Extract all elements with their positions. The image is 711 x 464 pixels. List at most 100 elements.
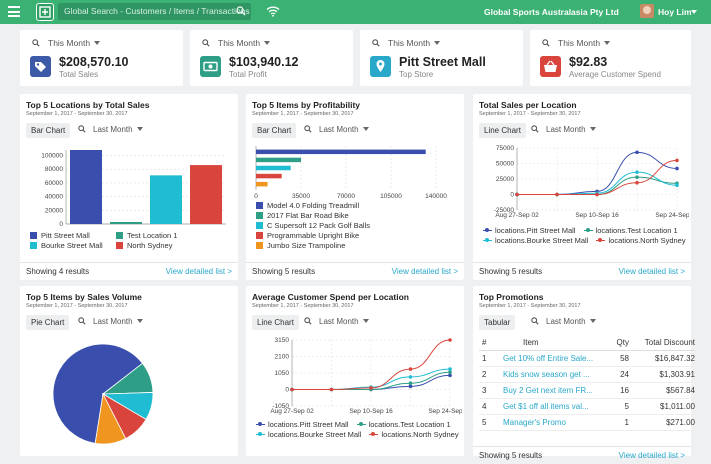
y-tick-label: 0 [59, 221, 63, 228]
y-tick-label: -1050 [272, 403, 289, 410]
y-tick-label: 75000 [496, 145, 514, 152]
legend-item: C Supersoft 12 Pack Golf Balls [256, 221, 370, 231]
total-discount: $1,303.91 [629, 366, 695, 383]
data-point [675, 158, 679, 163]
search-icon[interactable] [236, 6, 246, 16]
items-volume-pie-chart [52, 343, 154, 445]
data-point [635, 175, 639, 179]
panel-items-volume: Top 5 Items by Sales Volume September 1,… [20, 286, 238, 456]
search-icon [531, 317, 539, 325]
table-row[interactable]: 5 Manager's Promo 1 $271.00 [479, 414, 695, 431]
period-label: This Month [218, 38, 261, 48]
promotions-table: # Item Qty Total Discount 1 Get 10% off E… [479, 336, 695, 431]
app-logo-icon[interactable] [36, 3, 54, 21]
y-tick-label: 25000 [496, 176, 514, 183]
promotion-name[interactable]: Get 10% off Entire Sale... [495, 350, 614, 367]
x-tick-label: Aug 27-Sep 02 [270, 408, 314, 415]
legend-item: Jumbo Size Trampoline [256, 241, 370, 251]
column-header[interactable]: Item [495, 336, 614, 351]
chart-type-select[interactable]: Pie Chart [26, 315, 70, 330]
column-header[interactable]: # [479, 336, 495, 351]
panel-date-range: September 1, 2017 - September 30, 2017 [479, 303, 581, 309]
search-icon [372, 39, 380, 47]
y-tick-label: -25000 [494, 207, 515, 214]
data-point [448, 367, 452, 371]
table-row[interactable]: 1 Get 10% off Entire Sale... 58 $16,847.32 [479, 350, 695, 367]
period-filter[interactable]: This Month [32, 38, 101, 48]
y-tick-label: 40000 [45, 194, 63, 201]
chart-legend: Pitt Street Mall Test Location 1 Bourke … [30, 231, 235, 251]
panel-date-range: September 1, 2017 - September 30, 2017 [252, 111, 354, 117]
table-row[interactable]: 2 Kids snow season get ... 24 $1,303.91 [479, 366, 695, 383]
kpi-value: $103,940.12 [229, 55, 299, 69]
data-point [635, 170, 639, 174]
range-filter[interactable]: Last Month [304, 125, 369, 134]
data-point [408, 381, 413, 386]
legend-item: Programmable Upright Bike [256, 231, 370, 241]
chart-type-select[interactable]: Line Chart [479, 123, 526, 138]
x-tick-label: Sep 10-Sep 16 [575, 212, 619, 219]
panel-title: Average Customer Spend per Location [252, 292, 409, 302]
range-filter[interactable]: Last Month [78, 125, 143, 134]
range-label: Last Month [319, 125, 359, 134]
promotion-name[interactable]: Manager's Promo [495, 414, 614, 431]
chevron-down-icon [136, 319, 143, 323]
chart-type-select[interactable]: Line Chart [252, 315, 299, 330]
chart-type-select[interactable]: Bar Chart [26, 123, 71, 138]
view-detailed-list-link[interactable]: View detailed list > [618, 267, 685, 276]
bar [70, 150, 102, 224]
quantity: 24 [613, 366, 629, 383]
chart-legend: Model 4.0 Folding Treadmill 2017 Flat Ba… [256, 201, 370, 251]
bar [256, 165, 291, 171]
global-search-input[interactable]: Global Search - Customers / Items / Tran… [58, 3, 251, 20]
promotion-name[interactable]: Get $1 off all items val... [495, 398, 614, 415]
results-count: Showing 5 results [252, 267, 316, 276]
panel-title: Top Promotions [479, 292, 544, 302]
chevron-down-icon[interactable] [691, 10, 697, 14]
chevron-down-icon [434, 41, 441, 45]
legend-item: Bourke Street Mall [30, 241, 116, 251]
range-label: Last Month [546, 125, 586, 134]
promotion-name[interactable]: Buy 2 Get next item FR... [495, 382, 614, 399]
kpi-card-total-sales: This Month $208,570.10 Total Sales [20, 30, 183, 86]
bar [256, 173, 282, 179]
range-filter[interactable]: Last Month [78, 317, 143, 326]
data-point [448, 373, 452, 378]
quantity: 1 [613, 414, 629, 431]
x-tick-label: Sep 10-Sep 16 [349, 408, 393, 415]
search-icon [202, 39, 210, 47]
range-filter[interactable]: Last Month [531, 125, 596, 134]
period-filter[interactable]: This Month [542, 38, 611, 48]
view-detailed-list-link[interactable]: View detailed list > [165, 267, 232, 276]
range-filter[interactable]: Last Month [531, 317, 596, 326]
panel-sales-per-location: Total Sales per Location September 1, 20… [473, 94, 691, 280]
period-filter[interactable]: This Month [202, 38, 271, 48]
period-label: This Month [558, 38, 601, 48]
menu-icon[interactable] [8, 6, 20, 17]
chart-type-select[interactable]: Bar Chart [252, 123, 297, 138]
user-menu[interactable]: Hoy Lim [658, 7, 692, 17]
view-detailed-list-link[interactable]: View detailed list > [391, 267, 458, 276]
promotion-name[interactable]: Kids snow season get ... [495, 366, 614, 383]
kpi-card-top-store: This Month Pitt Street Mall Top Store [360, 30, 523, 86]
y-tick-label: 0 [285, 387, 289, 394]
legend-item: 2017 Flat Bar Road Bike [256, 211, 370, 221]
y-tick-label: 50000 [496, 161, 514, 168]
chevron-down-icon [136, 127, 143, 131]
avg-spend-line-chart: -1050 0 1050 2100 3150 Aug 27-Sep 02 Sep 10-Se… [270, 337, 462, 415]
table-row[interactable]: 4 Get $1 off all items val... 5 $1,011.00 [479, 398, 695, 415]
kpi-label: Total Sales [59, 70, 99, 79]
x-tick-label: 105000 [380, 193, 402, 200]
avatar[interactable] [640, 4, 654, 18]
total-discount: $16,847.32 [629, 350, 695, 367]
range-filter[interactable]: Last Month [304, 317, 369, 326]
column-header[interactable]: Qty [613, 336, 629, 351]
column-header[interactable]: Total Discount [629, 336, 695, 351]
view-detailed-list-link[interactable]: View detailed list > [618, 451, 685, 460]
table-row[interactable]: 3 Buy 2 Get next item FR... 16 $567.84 [479, 382, 695, 399]
legend-item: locations.Bourke Street Mall [483, 236, 588, 246]
chart-type-select[interactable]: Tabular [479, 315, 516, 330]
table-header-row: # Item Qty Total Discount [479, 336, 695, 351]
row-number: 2 [479, 366, 495, 383]
period-filter[interactable]: This Month [372, 38, 441, 48]
